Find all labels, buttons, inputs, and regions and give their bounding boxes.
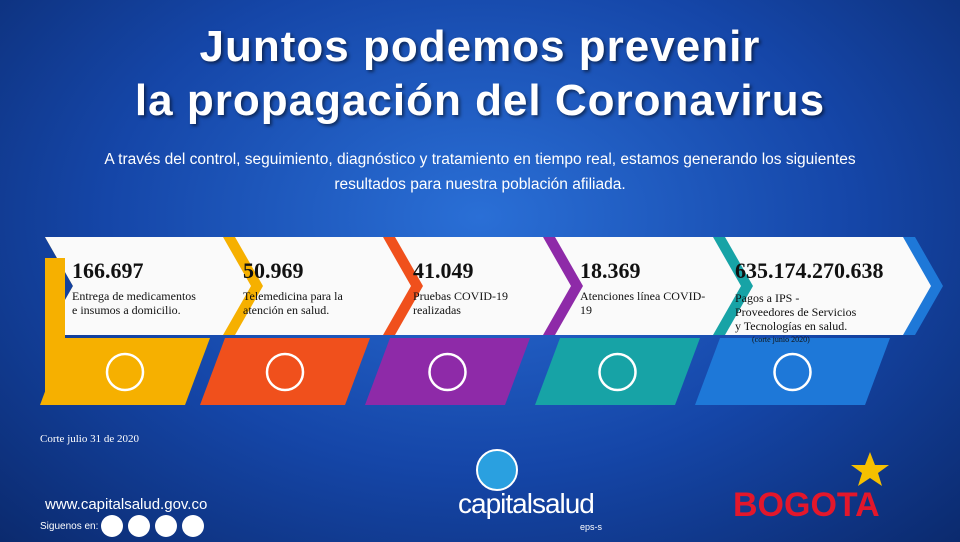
card-label: Entrega de medicamentos e insumos a domi…: [72, 289, 196, 317]
partner-logo: BOGOTA: [733, 486, 880, 524]
card-label: Atenciones línea COVID-19: [580, 289, 706, 317]
chevron: [205, 237, 411, 335]
chevron: [700, 237, 931, 335]
icon: [105, 352, 145, 392]
website[interactable]: www.capitalsalud.gov.co: [45, 496, 208, 513]
left-bar: [45, 258, 65, 405]
icon: [265, 352, 305, 392]
icon-panel: [535, 338, 700, 405]
card-value: 41.049: [413, 258, 474, 283]
follow-label: Siguenos en:: [40, 521, 99, 532]
title: Juntos podemos prevenir: [199, 22, 761, 71]
social-icon: [128, 515, 150, 537]
icon: [428, 352, 467, 392]
social-icon: [155, 515, 177, 537]
partner-star: [851, 452, 889, 486]
social-icon: [182, 515, 204, 537]
icon-panel: [40, 338, 210, 405]
card-label: Pruebas COVID-19 realizadas: [413, 289, 508, 317]
chevron: [370, 237, 571, 335]
card-note: (corte junio 2020): [752, 335, 810, 344]
icon-panel: [200, 338, 370, 405]
card-value: 50.969: [243, 258, 304, 283]
card-value: 635.174.270.638: [735, 258, 884, 283]
card-label: Telemedicina para la atención en salud.: [243, 289, 343, 317]
icon: [773, 352, 812, 392]
chevron: [45, 237, 251, 335]
icon-panel: [365, 338, 530, 405]
subtitle: A través del control, seguimiento, diagn…: [104, 151, 856, 193]
title: la propagación del Coronavirus: [134, 76, 826, 125]
logo-mark: [476, 449, 518, 491]
card-value: 18.369: [580, 258, 641, 283]
icon-panel: [695, 338, 890, 405]
social-icon: [101, 515, 123, 537]
card-label: Pagos a IPS - Proveedores de Servicios y…: [735, 291, 857, 333]
card-value: 166.697: [72, 258, 144, 283]
cutoff-note: Corte julio 31 de 2020: [40, 433, 139, 445]
logo: capitalsalud: [458, 488, 595, 519]
chevron: [540, 237, 741, 335]
icon: [598, 352, 637, 392]
logo-sub: eps-s: [580, 522, 603, 532]
